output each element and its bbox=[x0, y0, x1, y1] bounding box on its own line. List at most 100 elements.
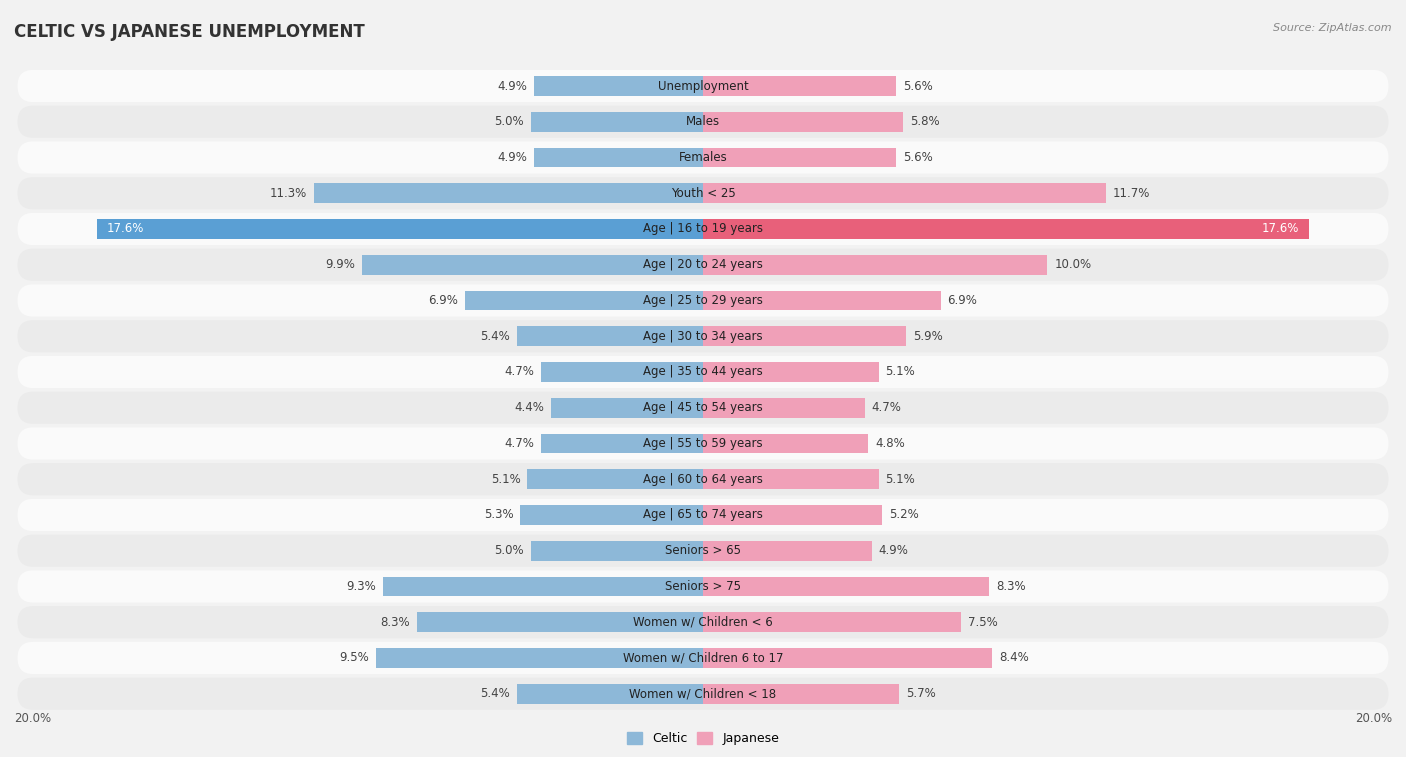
Text: 8.3%: 8.3% bbox=[995, 580, 1025, 593]
Text: 5.0%: 5.0% bbox=[495, 544, 524, 557]
FancyBboxPatch shape bbox=[17, 678, 1389, 710]
Text: 20.0%: 20.0% bbox=[1355, 712, 1392, 724]
Text: 5.8%: 5.8% bbox=[910, 115, 939, 128]
FancyBboxPatch shape bbox=[17, 248, 1389, 281]
Text: Women w/ Children < 18: Women w/ Children < 18 bbox=[630, 687, 776, 700]
Bar bbox=[703, 577, 988, 597]
Text: 20.0%: 20.0% bbox=[14, 712, 51, 724]
FancyBboxPatch shape bbox=[17, 570, 1389, 603]
FancyBboxPatch shape bbox=[17, 642, 1389, 674]
Text: CELTIC VS JAPANESE UNEMPLOYMENT: CELTIC VS JAPANESE UNEMPLOYMENT bbox=[14, 23, 364, 41]
Bar bbox=[703, 291, 941, 310]
Bar bbox=[703, 112, 903, 132]
Text: 5.1%: 5.1% bbox=[491, 472, 520, 486]
FancyBboxPatch shape bbox=[17, 534, 1389, 567]
Text: 5.3%: 5.3% bbox=[484, 509, 513, 522]
Bar bbox=[703, 398, 865, 418]
Text: 5.4%: 5.4% bbox=[481, 687, 510, 700]
Text: 5.1%: 5.1% bbox=[886, 366, 915, 378]
Text: Age | 16 to 19 years: Age | 16 to 19 years bbox=[643, 223, 763, 235]
Text: 6.9%: 6.9% bbox=[429, 294, 458, 307]
Text: 11.3%: 11.3% bbox=[270, 187, 307, 200]
Text: Seniors > 75: Seniors > 75 bbox=[665, 580, 741, 593]
Text: 11.7%: 11.7% bbox=[1114, 187, 1150, 200]
Bar bbox=[517, 684, 703, 703]
Text: 5.6%: 5.6% bbox=[903, 79, 932, 92]
Text: Age | 35 to 44 years: Age | 35 to 44 years bbox=[643, 366, 763, 378]
Bar bbox=[703, 434, 869, 453]
Text: 4.8%: 4.8% bbox=[875, 437, 905, 450]
Text: 8.4%: 8.4% bbox=[1000, 652, 1029, 665]
FancyBboxPatch shape bbox=[17, 463, 1389, 495]
Bar bbox=[703, 220, 1309, 238]
Text: 4.9%: 4.9% bbox=[498, 79, 527, 92]
FancyBboxPatch shape bbox=[17, 356, 1389, 388]
Bar bbox=[703, 505, 882, 525]
Text: Females: Females bbox=[679, 151, 727, 164]
Text: Youth < 25: Youth < 25 bbox=[671, 187, 735, 200]
FancyBboxPatch shape bbox=[17, 285, 1389, 316]
Bar bbox=[382, 577, 703, 597]
Text: Age | 30 to 34 years: Age | 30 to 34 years bbox=[643, 330, 763, 343]
Bar bbox=[703, 541, 872, 560]
Bar bbox=[703, 76, 896, 96]
Text: Age | 20 to 24 years: Age | 20 to 24 years bbox=[643, 258, 763, 271]
Text: Age | 45 to 54 years: Age | 45 to 54 years bbox=[643, 401, 763, 414]
Bar bbox=[527, 469, 703, 489]
Text: 5.7%: 5.7% bbox=[907, 687, 936, 700]
Text: Age | 65 to 74 years: Age | 65 to 74 years bbox=[643, 509, 763, 522]
Text: 9.5%: 9.5% bbox=[339, 652, 368, 665]
Text: 4.7%: 4.7% bbox=[505, 437, 534, 450]
Text: Males: Males bbox=[686, 115, 720, 128]
Text: 4.9%: 4.9% bbox=[498, 151, 527, 164]
Bar bbox=[418, 612, 703, 632]
Bar bbox=[703, 326, 907, 346]
FancyBboxPatch shape bbox=[17, 320, 1389, 352]
Text: 4.4%: 4.4% bbox=[515, 401, 544, 414]
Text: 10.0%: 10.0% bbox=[1054, 258, 1091, 271]
Bar bbox=[703, 612, 962, 632]
Text: 4.9%: 4.9% bbox=[879, 544, 908, 557]
Text: 8.3%: 8.3% bbox=[381, 615, 411, 629]
Text: Unemployment: Unemployment bbox=[658, 79, 748, 92]
Text: Women w/ Children 6 to 17: Women w/ Children 6 to 17 bbox=[623, 652, 783, 665]
FancyBboxPatch shape bbox=[17, 391, 1389, 424]
FancyBboxPatch shape bbox=[17, 428, 1389, 459]
Legend: Celtic, Japanese: Celtic, Japanese bbox=[621, 727, 785, 750]
FancyBboxPatch shape bbox=[17, 106, 1389, 138]
Text: 5.6%: 5.6% bbox=[903, 151, 932, 164]
Bar bbox=[703, 148, 896, 167]
FancyBboxPatch shape bbox=[17, 499, 1389, 531]
FancyBboxPatch shape bbox=[17, 213, 1389, 245]
Text: 4.7%: 4.7% bbox=[872, 401, 901, 414]
Text: Women w/ Children < 6: Women w/ Children < 6 bbox=[633, 615, 773, 629]
Text: 5.0%: 5.0% bbox=[495, 115, 524, 128]
Bar bbox=[520, 505, 703, 525]
Bar bbox=[517, 326, 703, 346]
Bar bbox=[375, 648, 703, 668]
Bar bbox=[703, 183, 1107, 203]
Bar bbox=[361, 255, 703, 275]
Text: 9.3%: 9.3% bbox=[346, 580, 375, 593]
Text: 17.6%: 17.6% bbox=[107, 223, 145, 235]
Text: 4.7%: 4.7% bbox=[505, 366, 534, 378]
Bar bbox=[531, 112, 703, 132]
Bar bbox=[97, 220, 703, 238]
Bar bbox=[465, 291, 703, 310]
Bar bbox=[703, 362, 879, 382]
Bar bbox=[534, 148, 703, 167]
Bar bbox=[551, 398, 703, 418]
Bar bbox=[314, 183, 703, 203]
Bar bbox=[703, 255, 1047, 275]
Text: 17.6%: 17.6% bbox=[1261, 223, 1299, 235]
Bar bbox=[703, 648, 993, 668]
Text: Age | 55 to 59 years: Age | 55 to 59 years bbox=[643, 437, 763, 450]
Text: Source: ZipAtlas.com: Source: ZipAtlas.com bbox=[1274, 23, 1392, 33]
FancyBboxPatch shape bbox=[17, 177, 1389, 210]
Text: 7.5%: 7.5% bbox=[969, 615, 998, 629]
Bar bbox=[541, 434, 703, 453]
Text: Age | 60 to 64 years: Age | 60 to 64 years bbox=[643, 472, 763, 486]
Text: Age | 25 to 29 years: Age | 25 to 29 years bbox=[643, 294, 763, 307]
FancyBboxPatch shape bbox=[17, 606, 1389, 638]
Text: 9.9%: 9.9% bbox=[325, 258, 356, 271]
